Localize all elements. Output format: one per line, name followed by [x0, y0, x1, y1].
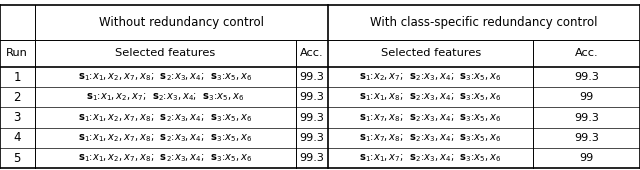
- Text: $\mathbf{s}_1$:$x_1, x_2, x_7, x_8$;  $\mathbf{s}_2$:$x_3, x_4$;  $\mathbf{s}_3$: $\mathbf{s}_1$:$x_1, x_2, x_7, x_8$; $\m…: [78, 71, 252, 83]
- Text: $\mathbf{s}_1$:$x_7, x_8$;  $\mathbf{s}_2$:$x_3, x_4$;  $\mathbf{s}_3$:$x_5, x_6: $\mathbf{s}_1$:$x_7, x_8$; $\mathbf{s}_2…: [360, 112, 502, 124]
- Text: $\mathbf{s}_1$:$x_1, x_2, x_7, x_8$;  $\mathbf{s}_2$:$x_3, x_4$;  $\mathbf{s}_3$: $\mathbf{s}_1$:$x_1, x_2, x_7, x_8$; $\m…: [78, 152, 252, 164]
- Text: 1: 1: [13, 71, 21, 84]
- Text: Selected features: Selected features: [115, 48, 215, 58]
- Text: 3: 3: [13, 111, 21, 124]
- Text: $\mathbf{s}_1$:$x_1, x_2, x_7$;  $\mathbf{s}_2$:$x_3, x_4$;  $\mathbf{s}_3$:$x_5: $\mathbf{s}_1$:$x_1, x_2, x_7$; $\mathbf…: [86, 91, 244, 103]
- Text: Selected features: Selected features: [381, 48, 481, 58]
- Text: $\mathbf{s}_1$:$x_1, x_7$;  $\mathbf{s}_2$:$x_3, x_4$;  $\mathbf{s}_3$:$x_5, x_6: $\mathbf{s}_1$:$x_1, x_7$; $\mathbf{s}_2…: [360, 152, 502, 164]
- Text: 99.3: 99.3: [300, 113, 324, 123]
- Text: 99.3: 99.3: [574, 133, 599, 143]
- Text: 99: 99: [579, 92, 594, 102]
- Text: With class-specific redundancy control: With class-specific redundancy control: [371, 16, 598, 29]
- Text: 99.3: 99.3: [300, 72, 324, 82]
- Text: 99.3: 99.3: [574, 72, 599, 82]
- Text: 99: 99: [579, 153, 594, 163]
- Text: $\mathbf{s}_1$:$x_7, x_8$;  $\mathbf{s}_2$:$x_3, x_4$;  $\mathbf{s}_3$:$x_5, x_6: $\mathbf{s}_1$:$x_7, x_8$; $\mathbf{s}_2…: [360, 132, 502, 144]
- Text: 99.3: 99.3: [300, 92, 324, 102]
- Text: 2: 2: [13, 91, 21, 104]
- Text: 5: 5: [13, 152, 21, 165]
- Text: Without redundancy control: Without redundancy control: [99, 16, 264, 29]
- Text: 4: 4: [13, 131, 21, 144]
- Text: $\mathbf{s}_1$:$x_1, x_2, x_7, x_8$;  $\mathbf{s}_2$:$x_3, x_4$;  $\mathbf{s}_3$: $\mathbf{s}_1$:$x_1, x_2, x_7, x_8$; $\m…: [78, 132, 252, 144]
- Text: 99.3: 99.3: [300, 153, 324, 163]
- Text: $\mathbf{s}_1$:$x_1, x_2, x_7, x_8$;  $\mathbf{s}_2$:$x_3, x_4$;  $\mathbf{s}_3$: $\mathbf{s}_1$:$x_1, x_2, x_7, x_8$; $\m…: [78, 112, 252, 124]
- Text: Run: Run: [6, 48, 28, 58]
- Text: Acc.: Acc.: [575, 48, 598, 58]
- Text: $\mathbf{s}_1$:$x_1, x_8$;  $\mathbf{s}_2$:$x_3, x_4$;  $\mathbf{s}_3$:$x_5, x_6: $\mathbf{s}_1$:$x_1, x_8$; $\mathbf{s}_2…: [360, 91, 502, 103]
- Text: 99.3: 99.3: [574, 113, 599, 123]
- Text: 99.3: 99.3: [300, 133, 324, 143]
- Text: $\mathbf{s}_1$:$x_2, x_7$;  $\mathbf{s}_2$:$x_3, x_4$;  $\mathbf{s}_3$:$x_5, x_6: $\mathbf{s}_1$:$x_2, x_7$; $\mathbf{s}_2…: [360, 71, 502, 83]
- Text: Acc.: Acc.: [300, 48, 324, 58]
